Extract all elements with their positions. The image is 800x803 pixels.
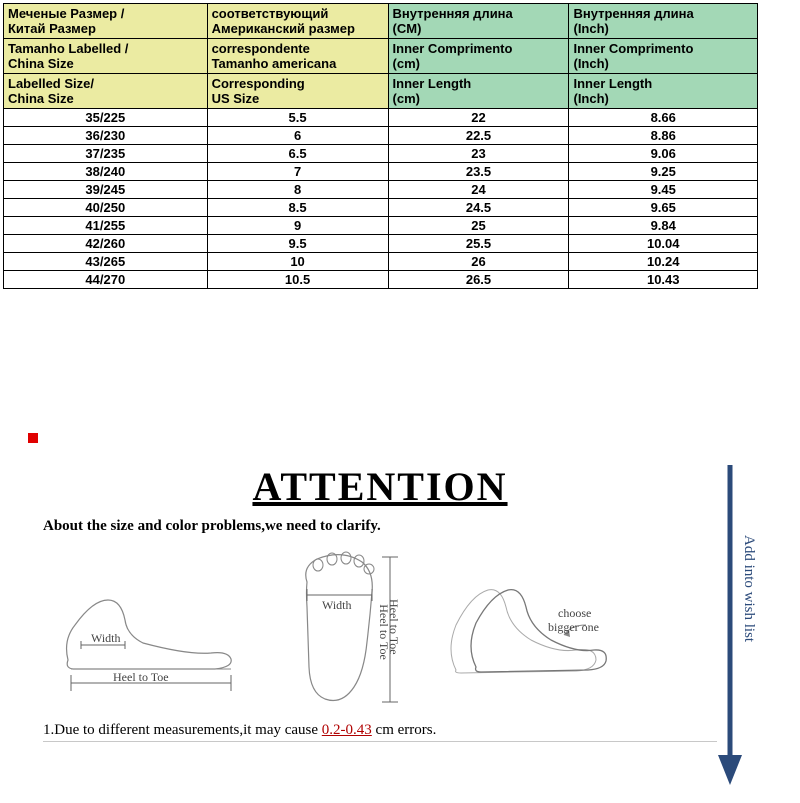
- data-cell: 35/225: [4, 109, 208, 127]
- measurement-note: 1.Due to different measurements,it may c…: [43, 722, 725, 739]
- header-cell: Inner Length(cm): [388, 74, 569, 109]
- data-cell: 9.84: [569, 217, 758, 235]
- table-row: 40/2508.524.59.65: [4, 199, 758, 217]
- header-cell: Labelled Size/China Size: [4, 74, 208, 109]
- header-row-pt: Tamanho Labelled /China Sizecorresponden…: [4, 39, 758, 74]
- data-cell: 39/245: [4, 181, 208, 199]
- note-suffix: cm errors.: [372, 722, 437, 738]
- header-cell: Внутренняя длина(CM): [388, 4, 569, 39]
- attention-subtitle: About the size and color problems,we nee…: [43, 518, 725, 535]
- feet-compare-diagram: choose bigger one: [436, 555, 611, 705]
- heel-to-toe-label: Heel to Toe: [113, 670, 169, 684]
- data-cell: 38/240: [4, 163, 208, 181]
- table-row: 43/265102610.24: [4, 253, 758, 271]
- size-chart-table: Меченые Размер /Китай Размерсоответствую…: [3, 3, 758, 289]
- table-row: 42/2609.525.510.04: [4, 235, 758, 253]
- header-row-ru: Меченые Размер /Китай Размерсоответствую…: [4, 4, 758, 39]
- width-label: Width: [91, 631, 121, 645]
- header-cell: Inner Comprimento(cm): [388, 39, 569, 74]
- data-cell: 22: [388, 109, 569, 127]
- header-cell: CorrespondingUS Size: [207, 74, 388, 109]
- data-cell: 9.06: [569, 145, 758, 163]
- data-cell: 37/235: [4, 145, 208, 163]
- data-cell: 40/250: [4, 199, 208, 217]
- data-cell: 43/265: [4, 253, 208, 271]
- data-cell: 41/255: [4, 217, 208, 235]
- table-row: 37/2356.5239.06: [4, 145, 758, 163]
- footprint-diagram: Width Heel to Toe Heel to Toe: [262, 547, 412, 712]
- table-row: 41/2559259.84: [4, 217, 758, 235]
- data-cell: 10.04: [569, 235, 758, 253]
- data-cell: 6: [207, 127, 388, 145]
- table-row: 35/2255.5228.66: [4, 109, 758, 127]
- attention-title: ATTENTION: [35, 463, 725, 510]
- data-cell: 8.86: [569, 127, 758, 145]
- data-cell: 9.25: [569, 163, 758, 181]
- data-cell: 9.5: [207, 235, 388, 253]
- data-cell: 24: [388, 181, 569, 199]
- data-cell: 8.66: [569, 109, 758, 127]
- data-cell: 22.5: [388, 127, 569, 145]
- data-cell: 23: [388, 145, 569, 163]
- data-cell: 9.65: [569, 199, 758, 217]
- header-cell: Меченые Размер /Китай Размер: [4, 4, 208, 39]
- data-cell: 8: [207, 181, 388, 199]
- data-cell: 36/230: [4, 127, 208, 145]
- data-cell: 9: [207, 217, 388, 235]
- data-cell: 10.5: [207, 271, 388, 289]
- foot-diagrams: Width Heel to Toe Width Heel to Toe Heel…: [53, 547, 725, 712]
- data-cell: 44/270: [4, 271, 208, 289]
- wishlist-arrow: Add into wish list: [718, 465, 758, 785]
- note-prefix: 1.Due to different measurements,it may c…: [43, 722, 322, 738]
- data-cell: 7: [207, 163, 388, 181]
- data-cell: 9.45: [569, 181, 758, 199]
- data-cell: 42/260: [4, 235, 208, 253]
- svg-text:Heel to Toe: Heel to Toe: [387, 599, 401, 655]
- data-cell: 5.5: [207, 109, 388, 127]
- data-cell: 10.43: [569, 271, 758, 289]
- data-cell: 8.5: [207, 199, 388, 217]
- data-cell: 6.5: [207, 145, 388, 163]
- header-cell: Inner Length(Inch): [569, 74, 758, 109]
- header-cell: correspondenteTamanho americana: [207, 39, 388, 74]
- bigger-one-label: bigger one: [548, 620, 599, 634]
- choose-label: choose: [558, 606, 591, 620]
- data-cell: 25.5: [388, 235, 569, 253]
- table-row: 38/240723.59.25: [4, 163, 758, 181]
- note-underline: [43, 741, 717, 742]
- data-cell: 25: [388, 217, 569, 235]
- data-cell: 24.5: [388, 199, 569, 217]
- foot-side-diagram: Width Heel to Toe: [53, 565, 238, 695]
- header-cell: Tamanho Labelled /China Size: [4, 39, 208, 74]
- data-cell: 26: [388, 253, 569, 271]
- attention-section: ATTENTION About the size and color probl…: [35, 463, 725, 742]
- width-label-2: Width: [322, 598, 352, 612]
- header-cell: соответствующийАмериканский размер: [207, 4, 388, 39]
- header-cell: Внутренняя длина(Inch): [569, 4, 758, 39]
- header-cell: Inner Comprimento(Inch): [569, 39, 758, 74]
- data-cell: 10: [207, 253, 388, 271]
- data-cell: 26.5: [388, 271, 569, 289]
- red-marker: [28, 433, 38, 443]
- table-row: 44/27010.526.510.43: [4, 271, 758, 289]
- table-row: 39/2458249.45: [4, 181, 758, 199]
- data-cell: 23.5: [388, 163, 569, 181]
- data-cell: 10.24: [569, 253, 758, 271]
- header-row-en: Labelled Size/China SizeCorrespondingUS …: [4, 74, 758, 109]
- note-error-value: 0.2-0.43: [322, 722, 372, 738]
- table-row: 36/230622.58.86: [4, 127, 758, 145]
- wishlist-text: Add into wish list: [740, 535, 757, 642]
